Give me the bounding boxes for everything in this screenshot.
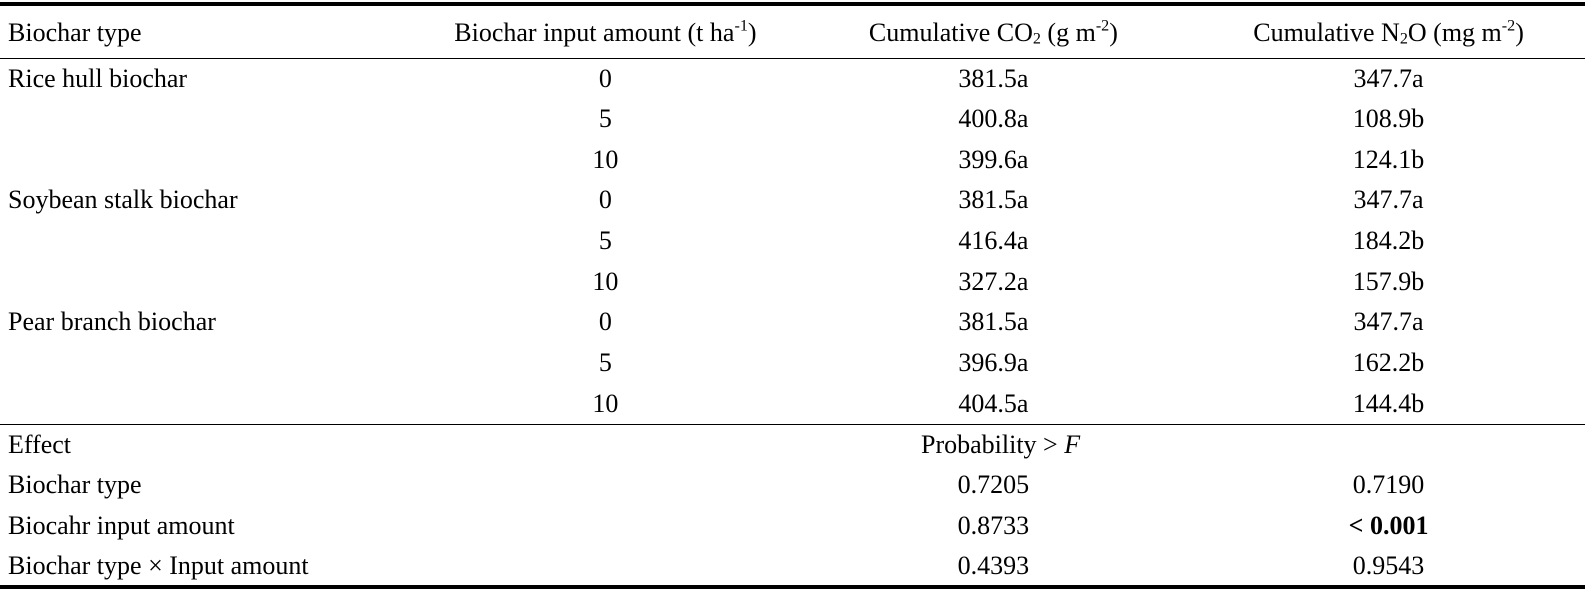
table-row: 5 400.8a 108.9b [0,99,1585,140]
effect-row-n2o: 0.7190 [1352,470,1425,500]
cell-input-amount: 10 [592,266,619,296]
cell-n2o: 144.4b [1352,388,1425,418]
cell-input-amount: 5 [598,104,612,134]
cell-biochar-type [0,261,416,302]
cell-input-amount: 10 [592,144,619,174]
effect-header-row: Effect Probability > F [0,423,1585,465]
effect-row: Biochar type 0.7205 0.7190 [0,465,1585,506]
effect-row-co2: 0.7205 [957,470,1030,500]
cell-biochar-type [0,343,416,384]
header-co2-tail: ) [1109,17,1118,47]
cell-biochar-type: Pear branch biochar [8,307,216,337]
effect-row: Biochar type × Input amount 0.4393 0.954… [0,546,1585,589]
effect-row-label: Biocahr input amount [8,510,235,540]
table-row: Soybean stalk biochar 0 381.5a 347.7a [0,180,1585,221]
cell-biochar-type: Soybean stalk biochar [8,185,238,215]
effect-row-co2: 0.4393 [794,546,1193,589]
table-row: 10 399.6a 124.1b [0,139,1585,180]
table-header: Biochar type Biochar input amount (t ha-… [0,2,1585,59]
cell-biochar-type [0,99,416,140]
probability-header: Probability > F [416,423,1585,465]
probability-variable: F [1064,429,1081,459]
header-input-amount-tail: ) [747,17,757,47]
cell-co2: 381.5a [958,185,1029,215]
effect-row-co2: 0.8733 [957,510,1030,540]
cell-input-amount: 0 [598,63,612,93]
cell-n2o: 157.9b [1352,266,1425,296]
header-n2o-sup: -2 [1501,17,1516,35]
header-co2-mid: (g m [1040,17,1096,47]
header-cumulative-co2: Cumulative CO2 (g m-2) [794,2,1193,59]
effect-row-label: Biochar type × Input amount [0,546,417,589]
effect-row-empty [416,546,795,589]
cell-input-amount: 5 [598,348,612,378]
effect-label: Effect [0,423,417,465]
cell-co2: 327.2a [958,266,1029,296]
effect-row-empty [416,465,795,506]
header-n2o-sub: 2 [1399,30,1408,48]
header-n2o-tail: ) [1515,17,1524,47]
header-biochar-type: Biochar type [0,2,417,59]
header-input-amount-sup: -1 [734,17,748,35]
header-input-amount-text: Biochar input amount (t ha [454,17,735,47]
table-row: 10 404.5a 144.4b [0,384,1585,425]
table-row: 5 396.9a 162.2b [0,343,1585,384]
cell-co2: 399.6a [958,144,1029,174]
header-co2-sub: 2 [1032,30,1041,48]
header-n2o-mid: O (mg m [1407,17,1502,47]
effect-row-label: Biochar type [8,470,142,500]
effect-row-n2o: 0.9543 [1192,546,1585,589]
cell-input-amount: 5 [598,226,612,256]
header-co2-pre: Cumulative CO [868,17,1033,47]
header-input-amount: Biochar input amount (t ha-1) [416,2,795,59]
table-row: 10 327.2a 157.9b [0,261,1585,302]
effect-row: Biocahr input amount 0.8733 < 0.001 [0,506,1585,547]
header-cumulative-n2o: Cumulative N2O (mg m-2) [1192,2,1585,59]
cell-n2o: 124.1b [1352,144,1425,174]
cell-n2o: 184.2b [1352,226,1425,256]
effect-row-empty [416,506,795,547]
cell-n2o: 108.9b [1352,104,1425,134]
cell-input-amount: 0 [598,307,612,337]
probability-label: Probability > [920,429,1065,459]
cell-co2: 416.4a [958,226,1029,256]
cell-co2: 396.9a [958,348,1029,378]
cell-input-amount: 0 [598,185,612,215]
cell-n2o: 162.2b [1352,348,1425,378]
header-co2-sup: -2 [1095,17,1110,35]
table-row: Rice hull biochar 0 381.5a 347.7a [0,58,1585,99]
header-n2o-pre: Cumulative N [1253,17,1400,47]
cell-biochar-type [0,221,416,262]
cell-co2: 404.5a [958,388,1029,418]
table-body: Rice hull biochar 0 381.5a 347.7a 5 400.… [0,58,1585,589]
cell-biochar-type [0,384,416,425]
cell-co2: 381.5a [958,63,1029,93]
table-row: 5 416.4a 184.2b [0,221,1585,262]
cell-n2o: 347.7a [1353,185,1424,215]
cell-n2o: 347.7a [1353,307,1424,337]
cell-co2: 381.5a [958,307,1029,337]
cell-biochar-type [0,139,416,180]
header-row: Biochar type Biochar input amount (t ha-… [0,2,1585,59]
cell-input-amount: 10 [592,388,619,418]
cell-co2: 400.8a [958,104,1029,134]
cell-biochar-type: Rice hull biochar [8,63,188,93]
cell-n2o: 347.7a [1353,63,1424,93]
table-row: Pear branch biochar 0 381.5a 347.7a [0,302,1585,343]
effect-row-n2o-significant: < 0.001 [1348,510,1429,540]
